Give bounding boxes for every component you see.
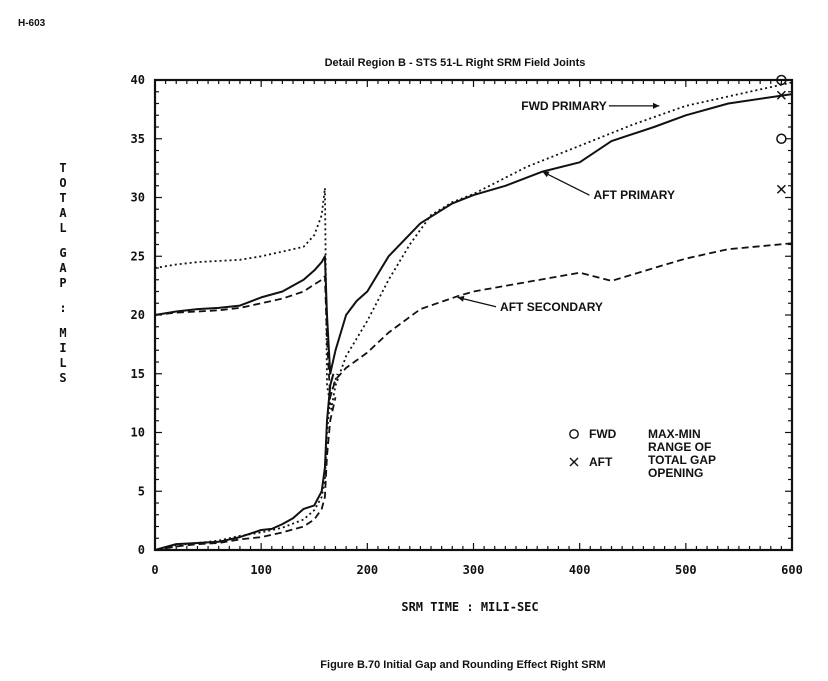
y-tick-label: 35 (131, 132, 145, 146)
y-label-char: A (59, 261, 67, 275)
y-tick-label: 0 (138, 543, 145, 557)
legend-description-line: MAX-MIN (648, 427, 701, 441)
y-tick-label: 15 (131, 367, 145, 381)
x-tick-label: 0 (151, 563, 158, 577)
y-label-char: : (59, 301, 66, 315)
y-tick-label: 5 (138, 484, 145, 498)
series-line (154, 373, 335, 551)
label-arrowhead (457, 295, 465, 302)
x-axis-label: SRM TIME : MILI-SEC (401, 600, 538, 614)
x-tick-label: 200 (356, 563, 378, 577)
y-label-char: G (59, 246, 66, 260)
series-lines (154, 81, 793, 551)
chart-title: Detail Region B - STS 51-L Right SRM Fie… (325, 57, 586, 69)
page-id: H-603 (18, 18, 46, 29)
range-markers (776, 74, 787, 194)
y-tick-label: 30 (131, 191, 145, 205)
series-line (154, 373, 339, 551)
series-line (154, 93, 793, 375)
aft-range-marker (776, 90, 786, 100)
legend-fwd-symbol (569, 429, 579, 439)
series-line (154, 397, 337, 551)
legend-description-line: RANGE OF (648, 440, 711, 454)
y-label-char: P (59, 276, 66, 290)
x-tick-label: 400 (569, 563, 591, 577)
x-tick-label: 300 (463, 563, 485, 577)
series-labels: FWD PRIMARY AFT PRIMARY AFT SECONDARY (457, 99, 675, 314)
legend-description-line: TOTAL GAP (648, 453, 716, 467)
x-tick-label: 500 (675, 563, 697, 577)
aft-range-marker (776, 184, 786, 194)
legend-entry-label: AFT (589, 455, 613, 469)
y-tick-label: 25 (131, 249, 145, 263)
y-label-char: M (59, 326, 66, 340)
figure-caption: Figure B.70 Initial Gap and Rounding Eff… (320, 659, 605, 671)
x-tick-label: 600 (781, 563, 803, 577)
y-tick-label: 10 (131, 426, 145, 440)
y-label-char: S (59, 371, 66, 385)
label-leader (542, 171, 590, 196)
series-label: FWD PRIMARY (521, 99, 607, 113)
y-tick-label: 40 (131, 73, 145, 87)
y-label-char: A (59, 206, 67, 220)
fwd-range-marker (776, 133, 787, 144)
y-label-char: I (59, 341, 66, 355)
y-label-char: T (59, 161, 66, 175)
legend-description-line: OPENING (648, 466, 703, 480)
series-line (154, 242, 793, 399)
x-tick-label: 100 (250, 563, 272, 577)
label-arrowhead (542, 171, 550, 178)
series-label: AFT SECONDARY (500, 300, 603, 314)
y-label-char: O (59, 176, 66, 190)
series-label: AFT PRIMARY (593, 188, 675, 202)
legend-aft-symbol (569, 457, 579, 467)
y-label-char: L (59, 356, 66, 370)
y-tick-label: 20 (131, 308, 145, 322)
series-line (154, 81, 793, 410)
label-arrowhead (653, 102, 660, 109)
fwd-range-marker (776, 74, 787, 86)
legend-entry-label: FWD (589, 427, 617, 441)
y-label-char: L (59, 221, 66, 235)
y-label-char: T (59, 191, 66, 205)
label-leader (457, 296, 497, 308)
